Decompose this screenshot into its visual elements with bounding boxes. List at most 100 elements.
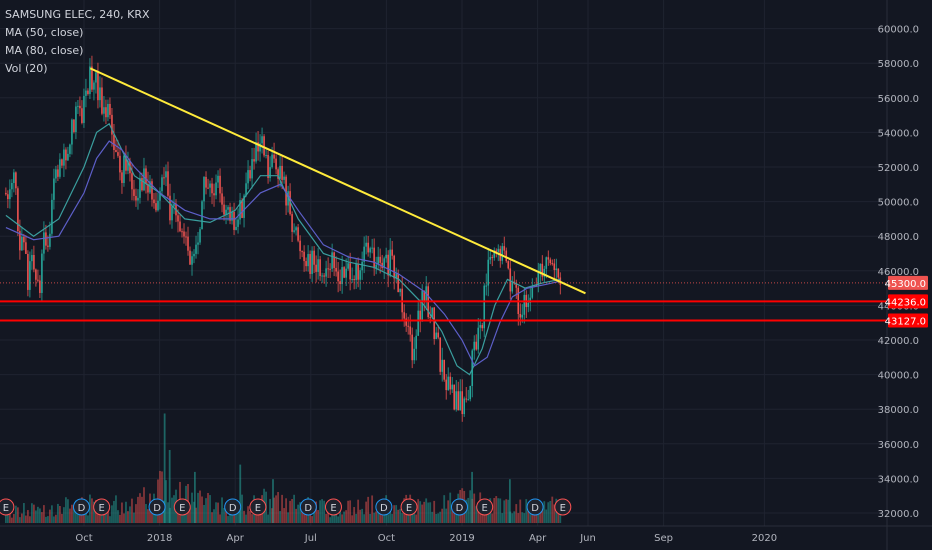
candle-body xyxy=(299,240,301,252)
candle-body xyxy=(37,279,39,281)
candle-body xyxy=(59,159,61,177)
volume-bar xyxy=(441,508,444,523)
candle-body xyxy=(393,255,395,279)
time-tick-label: 2019 xyxy=(449,533,474,544)
candle-body xyxy=(203,176,205,202)
candle-body xyxy=(383,258,385,268)
candle-body xyxy=(445,379,447,391)
event-marker-earnings[interactable]: E xyxy=(173,498,191,516)
event-marker-earnings[interactable]: E xyxy=(0,498,15,516)
volume-bar xyxy=(207,492,209,523)
volume-bar xyxy=(287,512,289,523)
volume-bar xyxy=(4,511,7,523)
legend-volume[interactable]: Vol (20) xyxy=(5,62,48,75)
candle-body xyxy=(465,398,468,400)
volume-bar xyxy=(323,500,326,523)
volume-bar xyxy=(87,515,89,523)
event-marker-dividend[interactable]: D xyxy=(224,498,242,516)
legend-symbol[interactable]: SAMSUNG ELEC, 240, KRX xyxy=(5,8,150,21)
event-marker-label: D xyxy=(456,503,464,514)
volume-bar xyxy=(495,496,498,523)
candle-body xyxy=(231,211,233,221)
candle-body xyxy=(345,268,347,278)
candle-body xyxy=(409,326,411,335)
volume-spike xyxy=(272,479,274,523)
volume-bar xyxy=(349,500,352,523)
volume-bar xyxy=(30,503,33,523)
candle-body xyxy=(33,255,35,270)
volume-bar xyxy=(477,503,480,523)
volume-bar xyxy=(199,490,201,523)
volume-bar xyxy=(201,496,203,523)
volume-bar xyxy=(419,501,422,523)
event-marker-dividend[interactable]: D xyxy=(148,498,166,516)
volume-bar xyxy=(387,514,390,523)
candle-body xyxy=(511,281,514,292)
volume-bar xyxy=(135,504,137,523)
candle-body xyxy=(551,263,554,265)
price-tick-label: 38000.0 xyxy=(878,405,919,416)
event-marker-dividend[interactable]: D xyxy=(72,498,90,516)
event-marker-dividend[interactable]: D xyxy=(450,498,468,516)
volume-bar xyxy=(69,508,71,523)
trendline xyxy=(89,67,586,295)
volume-bar xyxy=(133,512,135,523)
candle-body xyxy=(235,226,237,230)
volume-bar xyxy=(439,511,442,523)
volume-bar xyxy=(14,505,17,523)
event-marker-label: E xyxy=(3,503,9,514)
price-tick-label: 36000.0 xyxy=(878,440,919,451)
candle-body xyxy=(61,159,63,166)
price-tick-label: 40000.0 xyxy=(878,371,919,382)
candle-body xyxy=(505,250,508,262)
volume-bar xyxy=(319,500,322,523)
event-marker-earnings[interactable]: E xyxy=(324,498,342,516)
event-marker-dividend[interactable]: D xyxy=(299,498,317,516)
candle-body xyxy=(75,106,77,133)
candle-body xyxy=(17,188,19,232)
volume-bar xyxy=(123,513,125,523)
volume-bar xyxy=(65,497,67,523)
volume-bar xyxy=(283,508,285,523)
volume-bar xyxy=(20,513,23,523)
candle-body xyxy=(125,155,127,171)
candle-body xyxy=(113,134,115,150)
candle-body xyxy=(161,177,163,192)
candle-body xyxy=(169,195,171,221)
volume-bar xyxy=(443,495,446,523)
event-marker-earnings[interactable]: E xyxy=(476,498,494,516)
event-marker-earnings[interactable]: E xyxy=(554,498,572,516)
volume-bar xyxy=(549,500,552,523)
volume-bar xyxy=(245,514,247,523)
grid-lines xyxy=(0,0,887,526)
event-marker-dividend[interactable]: D xyxy=(526,498,544,516)
candle-body xyxy=(537,272,540,286)
candle-body xyxy=(397,273,399,293)
event-marker-dividend[interactable]: D xyxy=(375,498,393,516)
candle-body xyxy=(483,285,486,329)
event-marker-earnings[interactable]: E xyxy=(249,498,267,516)
legend-ma50[interactable]: MA (50, close) xyxy=(5,26,84,39)
legend-ma80[interactable]: MA (80, close) xyxy=(5,44,84,57)
volume-bar xyxy=(281,494,283,523)
candle-body xyxy=(109,103,111,115)
volume-bar xyxy=(57,503,59,523)
event-marker-earnings[interactable]: E xyxy=(400,498,418,516)
price-tick-label: 50000.0 xyxy=(878,198,919,209)
candle-body xyxy=(327,268,329,270)
volume-bar xyxy=(55,514,57,523)
candle-body xyxy=(197,242,199,245)
event-marker-earnings[interactable]: E xyxy=(93,498,111,516)
candle-body xyxy=(103,107,105,114)
candle-body xyxy=(291,214,293,232)
price-tick-label: 54000.0 xyxy=(878,128,919,139)
candle-body xyxy=(43,232,45,254)
volume-bar xyxy=(401,513,404,523)
price-tick-label: 46000.0 xyxy=(878,267,919,278)
candle-body xyxy=(531,285,534,298)
event-marker-circle xyxy=(72,498,90,516)
candle-body xyxy=(79,105,81,109)
volume-bar xyxy=(103,508,105,523)
volume-bar xyxy=(127,511,129,523)
